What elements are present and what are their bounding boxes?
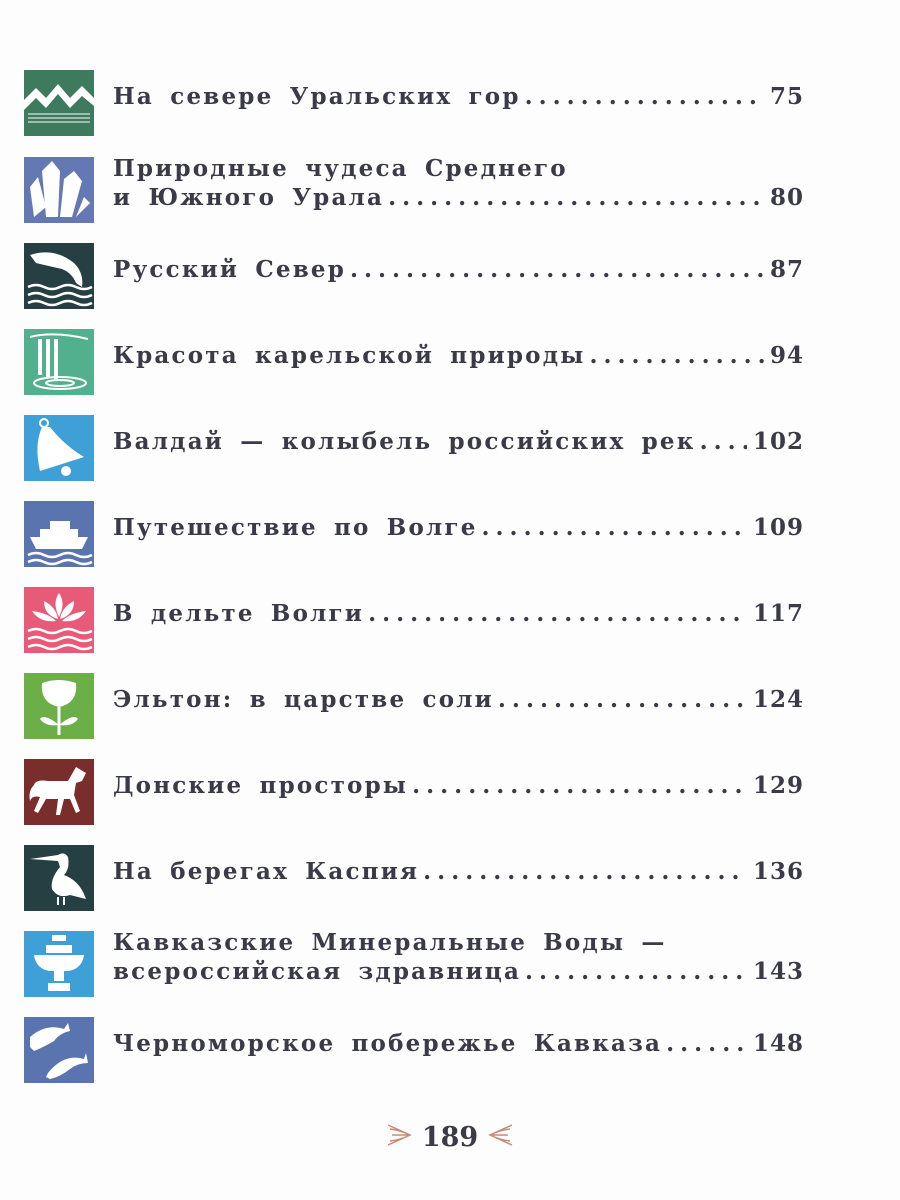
toc-entry[interactable]: Кавказские Минеральные Воды — всероссийск… — [24, 929, 804, 997]
leader-dots — [700, 427, 747, 456]
toc-entry[interactable]: Русский Север 87 — [24, 243, 804, 309]
entry-title: На берегах Каспия — [113, 858, 420, 885]
page-number: 80 — [769, 184, 804, 211]
toc-entry[interactable]: На севере Уральских гор 75 — [24, 70, 804, 136]
lotus-icon — [24, 587, 94, 653]
entry-title: Русский Север — [113, 256, 346, 283]
dolphins-icon — [24, 1017, 94, 1083]
entry-title: Донские просторы — [113, 772, 409, 799]
leader-dots — [666, 1029, 747, 1058]
waterfall-icon — [24, 329, 94, 395]
leader-dots — [482, 513, 747, 542]
toc-entry[interactable]: Эльтон: в царстве соли 124 — [24, 673, 804, 739]
entry-title: В дельте Волги — [113, 600, 365, 627]
page-number: 117 — [752, 600, 804, 627]
page-footer: 189 — [0, 1122, 900, 1155]
toc-entry[interactable]: Путешествие по Волге 109 — [24, 501, 804, 567]
ship-icon — [24, 501, 94, 567]
fountain-icon — [24, 931, 94, 997]
leader-dots — [498, 685, 747, 714]
page-number: 129 — [752, 772, 804, 799]
page-number: 148 — [752, 1030, 804, 1057]
leader-dots — [368, 599, 747, 628]
page-number: 94 — [769, 342, 804, 369]
ornament-right-icon — [487, 1122, 514, 1155]
entry-title: и Южного Урала — [113, 184, 385, 211]
page-number: 124 — [752, 686, 804, 713]
flower-icon — [24, 673, 94, 739]
page-number: 143 — [752, 958, 804, 985]
ornament-left-icon — [386, 1122, 413, 1155]
entry-title: Черноморское побережье Кавказа — [113, 1030, 663, 1057]
entry-title: Эльтон: в царстве соли — [113, 686, 494, 713]
entry-title: всероссийская здравница — [113, 958, 522, 985]
page-number: 189 — [421, 1122, 479, 1153]
entry-title: Красота карельской природы — [113, 342, 586, 369]
crystals-icon — [24, 157, 94, 223]
entry-title: Путешествие по Волге — [113, 514, 478, 541]
leader-dots — [388, 183, 764, 212]
bell-icon — [24, 415, 94, 481]
leader-dots — [525, 957, 747, 986]
toc-entry[interactable]: Черноморское побережье Кавказа 148 — [24, 1017, 804, 1083]
entry-title: Кавказские Минеральные Воды — — [113, 929, 667, 956]
page-number: 87 — [769, 256, 804, 283]
leader-dots — [525, 82, 764, 111]
toc-entry[interactable]: Валдай — колыбель российских рек 102 — [24, 415, 804, 481]
leader-dots — [350, 255, 764, 284]
leader-dots — [423, 857, 747, 886]
entry-title: Природные чудеса Среднего — [113, 155, 568, 182]
toc-entry[interactable]: Донские просторы 129 — [24, 759, 804, 825]
leader-dots — [412, 771, 747, 800]
page-number: 109 — [752, 514, 804, 541]
dolphin-icon — [24, 243, 94, 309]
mountains-icon — [24, 70, 94, 136]
page-number: 136 — [752, 858, 804, 885]
toc-entry[interactable]: Красота карельской природы 94 — [24, 329, 804, 395]
pelican-icon — [24, 845, 94, 911]
horse-icon — [24, 759, 94, 825]
entry-title: Валдай — колыбель российских рек — [113, 428, 696, 455]
page-number: 75 — [769, 83, 804, 110]
page-number: 102 — [752, 428, 804, 455]
toc-entry[interactable]: На берегах Каспия 136 — [24, 845, 804, 911]
leader-dots — [589, 341, 764, 370]
toc-entry[interactable]: В дельте Волги 117 — [24, 587, 804, 653]
entry-title: На севере Уральских гор — [113, 83, 521, 110]
